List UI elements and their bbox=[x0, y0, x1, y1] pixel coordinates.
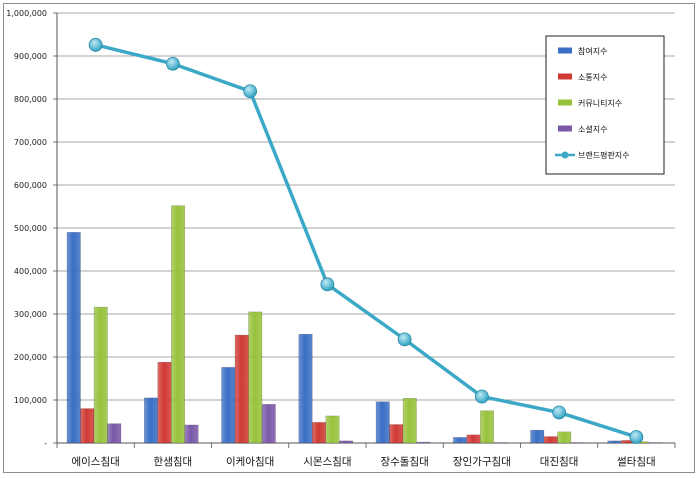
bar-참여지수-장수돌침대 bbox=[375, 401, 390, 444]
legend-marker-브랜드평판지수 bbox=[561, 151, 569, 159]
bar-소통지수-장인가구침대 bbox=[466, 434, 481, 444]
bar-참여지수-에이스침대 bbox=[66, 232, 81, 444]
y-tick-label: 100,000 bbox=[14, 396, 47, 405]
y-tick-label: 400,000 bbox=[14, 267, 47, 276]
y-tick-label: 700,000 bbox=[14, 138, 47, 147]
bar-참여지수-장인가구침대 bbox=[453, 437, 467, 444]
bar-series bbox=[66, 205, 662, 444]
bar-커뮤니티지수-한샘침대 bbox=[171, 205, 185, 444]
x-category-label: 썰타침대 bbox=[617, 456, 656, 468]
bar-참여지수-대진침대 bbox=[530, 429, 545, 444]
bar-소셜지수-이케아침대 bbox=[261, 404, 276, 444]
legend-swatch-소셜지수 bbox=[558, 125, 572, 132]
line-point-썰타침대 bbox=[629, 430, 644, 444]
bar-커뮤니티지수-이케아침대 bbox=[248, 311, 263, 444]
line-point-에이스침대 bbox=[88, 37, 103, 52]
y-tick-label: 200,000 bbox=[14, 353, 47, 362]
y-tick-label: 500,000 bbox=[14, 224, 47, 233]
legend-label-참여지수: 참여지수 bbox=[578, 46, 607, 56]
line-point-장수돌침대 bbox=[397, 332, 412, 347]
bar-소통지수-한샘침대 bbox=[157, 361, 172, 444]
x-category-label: 한샘침대 bbox=[154, 456, 193, 468]
x-category-label: 에이스침대 bbox=[71, 456, 119, 468]
y-tick-label: 900,000 bbox=[14, 52, 47, 61]
bar-참여지수-썰타침대 bbox=[607, 440, 622, 444]
x-category-label: 이케아침대 bbox=[226, 456, 274, 468]
x-category-label: 장수돌침대 bbox=[380, 456, 428, 468]
y-tick-label: - bbox=[44, 439, 47, 448]
legend-label-커뮤니티지수: 커뮤니티지수 bbox=[578, 98, 622, 108]
bar-소셜지수-시몬스침대 bbox=[339, 440, 353, 444]
y-tick-label: 300,000 bbox=[14, 310, 47, 319]
bar-소통지수-에이스침대 bbox=[80, 408, 95, 444]
bar-소통지수-시몬스침대 bbox=[312, 422, 326, 444]
line-point-한샘침대 bbox=[165, 56, 180, 71]
bar-소셜지수-대진침대 bbox=[570, 442, 585, 444]
line-point-장인가구침대 bbox=[474, 389, 489, 404]
line-point-대진침대 bbox=[552, 405, 567, 420]
line-브랜드평판지수 bbox=[95, 43, 637, 439]
y-tick-label: 800,000 bbox=[14, 95, 47, 104]
legend-label-소셜지수: 소셜지수 bbox=[578, 125, 607, 134]
bar-참여지수-이케아침대 bbox=[221, 367, 236, 444]
bar-커뮤니티지수-에이스침대 bbox=[93, 306, 108, 444]
bar-소통지수-대진침대 bbox=[543, 436, 558, 444]
x-category-label: 시몬스침대 bbox=[303, 456, 351, 468]
legend-label-소통지수: 소통지수 bbox=[578, 73, 607, 82]
legend-swatch-참여지수 bbox=[558, 47, 572, 54]
bar-소셜지수-한샘침대 bbox=[184, 424, 199, 444]
legend-swatch-소통지수 bbox=[558, 73, 572, 80]
bar-커뮤니티지수-장수돌침대 bbox=[402, 398, 417, 444]
y-tick-label: 600,000 bbox=[14, 181, 47, 190]
line-point-이케아침대 bbox=[243, 84, 258, 99]
bar-소셜지수-장수돌침대 bbox=[416, 441, 431, 444]
x-category-label: 대진침대 bbox=[540, 456, 579, 468]
legend-swatch-커뮤니티지수 bbox=[558, 99, 572, 106]
bar-소셜지수-에이스침대 bbox=[107, 423, 122, 444]
bar-커뮤니티지수-대진침대 bbox=[557, 431, 572, 444]
bar-소셜지수-썰타침대 bbox=[648, 442, 662, 444]
x-category-label: 장인가구침대 bbox=[453, 456, 511, 468]
bar-소통지수-장수돌침대 bbox=[389, 424, 404, 444]
bar-참여지수-시몬스침대 bbox=[298, 333, 313, 444]
y-tick-label: 1,000,000 bbox=[6, 9, 47, 18]
bar-커뮤니티지수-시몬스침대 bbox=[325, 415, 340, 444]
legend-label-브랜드평판지수: 브랜드평판지수 bbox=[578, 150, 630, 160]
line-series bbox=[88, 37, 644, 444]
line-point-시몬스침대 bbox=[320, 277, 335, 292]
bar-소통지수-이케아침대 bbox=[234, 334, 249, 444]
bar-소셜지수-장인가구침대 bbox=[493, 442, 508, 444]
axis-labels: - 100,000 200,000 300,000 400,000 500,000 600,… bbox=[6, 9, 655, 468]
bar-커뮤니티지수-장인가구침대 bbox=[480, 410, 494, 444]
bar-참여지수-한샘침대 bbox=[144, 397, 158, 444]
